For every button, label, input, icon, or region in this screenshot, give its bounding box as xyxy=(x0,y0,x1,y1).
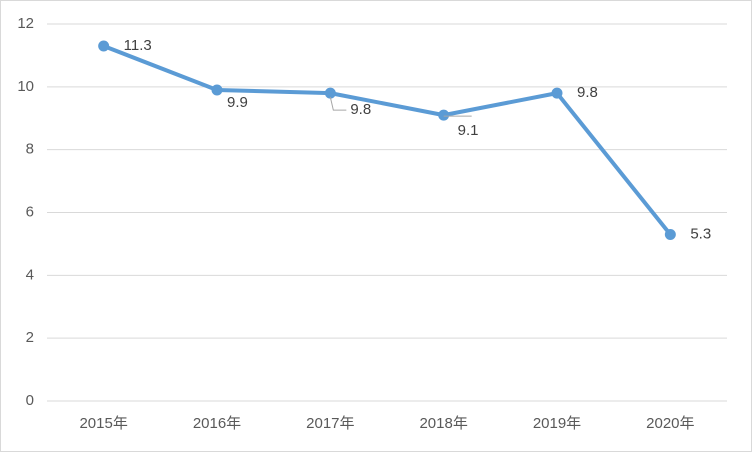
point xyxy=(438,109,450,121)
line xyxy=(102,44,672,236)
point xyxy=(551,87,563,99)
point xyxy=(211,84,223,96)
data-label: 9.8 xyxy=(577,84,598,101)
data-label: 9.1 xyxy=(458,122,479,139)
x-tick-label: 2017年 xyxy=(306,415,354,432)
data-label: 11.3 xyxy=(124,37,152,54)
y-tick-label: 4 xyxy=(26,266,34,283)
x-tick-label: 2019年 xyxy=(533,415,581,432)
leader-line xyxy=(329,97,347,111)
point xyxy=(324,87,336,99)
data-label: 5.3 xyxy=(690,225,711,242)
point xyxy=(664,228,676,240)
y-tick-label: 6 xyxy=(26,203,34,220)
data-label: 9.9 xyxy=(227,94,248,111)
x-tick-label: 2018年 xyxy=(419,415,467,432)
y-tick-label: 10 xyxy=(17,78,34,95)
data-label: 9.8 xyxy=(350,101,371,118)
x-tick-label: 2015年 xyxy=(79,415,127,432)
x-tick-label: 2020年 xyxy=(646,415,694,432)
point xyxy=(98,40,110,52)
y-tick-label: 8 xyxy=(26,141,34,158)
y-tick-label: 0 xyxy=(26,392,34,409)
x-tick-label: 2016年 xyxy=(193,415,241,432)
y-tick-label: 2 xyxy=(26,329,34,346)
y-tick-label: 12 xyxy=(17,15,34,32)
